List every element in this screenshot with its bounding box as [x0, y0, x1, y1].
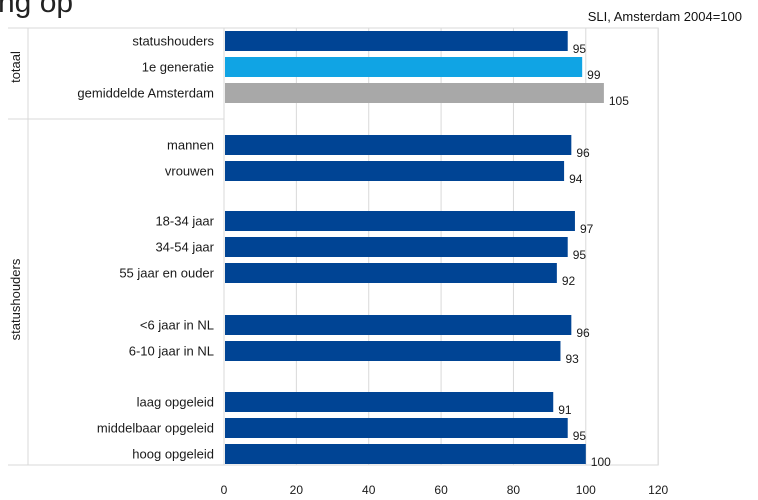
value-label: 96	[576, 146, 590, 160]
x-tick-label: 120	[648, 483, 668, 497]
x-tick-label: 40	[362, 483, 376, 497]
bar	[225, 263, 557, 283]
category-label: gemiddelde Amsterdam	[77, 86, 214, 101]
value-label: 105	[609, 94, 629, 108]
bar	[225, 315, 572, 335]
category-label: 1e generatie	[142, 60, 214, 75]
x-tick-label: 0	[221, 483, 228, 497]
bar	[225, 444, 586, 464]
value-label: 92	[562, 274, 576, 288]
bar	[225, 161, 565, 181]
value-label: 97	[580, 222, 594, 236]
bar	[225, 392, 554, 412]
bar	[225, 211, 575, 231]
x-tick-label: 60	[434, 483, 448, 497]
x-tick-label: 100	[576, 483, 596, 497]
bar	[225, 237, 568, 257]
bar	[225, 31, 568, 51]
chart-title-partial: ng op	[0, 0, 74, 19]
value-label: 96	[576, 326, 590, 340]
category-label: mannen	[167, 138, 214, 153]
bar	[225, 57, 583, 77]
value-label: 91	[558, 403, 572, 417]
value-label: 100	[591, 455, 611, 469]
value-label: 99	[587, 68, 601, 82]
group-label: statushouders	[8, 258, 23, 340]
index-note: SLI, Amsterdam 2004=100	[587, 9, 742, 24]
category-label: vrouwen	[165, 164, 214, 179]
category-label: laag opgeleid	[137, 395, 214, 410]
value-label: 94	[569, 172, 583, 186]
bar	[225, 83, 604, 103]
category-label: 18-34 jaar	[155, 214, 214, 229]
category-label: <6 jaar in NL	[140, 318, 214, 333]
category-label: middelbaar opgeleid	[97, 421, 214, 436]
value-label: 95	[573, 42, 587, 56]
x-tick-label: 20	[290, 483, 304, 497]
category-label: 34-54 jaar	[155, 240, 214, 255]
value-label: 93	[565, 352, 579, 366]
x-tick-label: 80	[507, 483, 521, 497]
bar	[225, 341, 561, 361]
group-label: totaal	[8, 51, 23, 83]
category-label: hoog opgeleid	[132, 447, 214, 462]
bar	[225, 418, 568, 438]
category-label: 6-10 jaar in NL	[129, 344, 214, 359]
bar	[225, 135, 572, 155]
category-label: statushouders	[132, 34, 214, 49]
value-label: 95	[573, 248, 587, 262]
value-label: 95	[573, 429, 587, 443]
category-label: 55 jaar en ouder	[119, 266, 214, 281]
